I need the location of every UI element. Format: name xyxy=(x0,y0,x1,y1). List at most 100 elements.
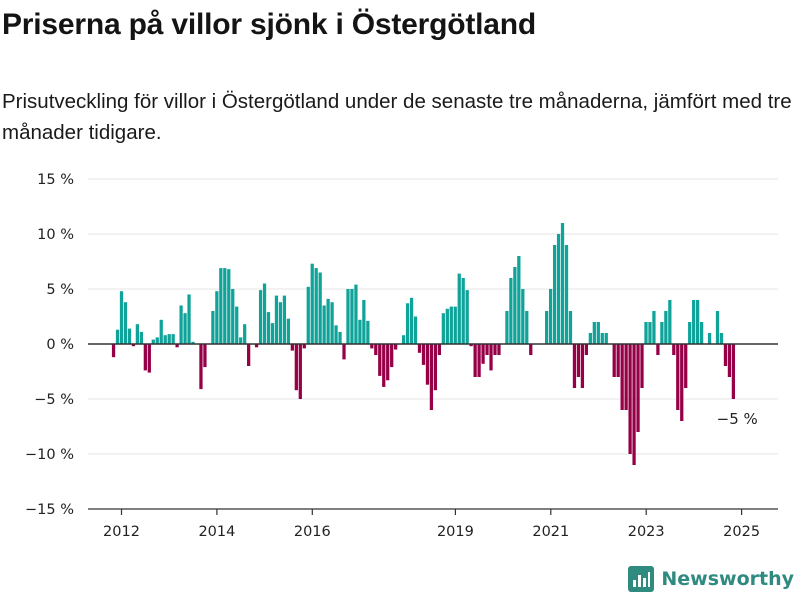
bar-positive xyxy=(560,223,565,344)
brand-name: Newsworthy xyxy=(661,568,794,590)
bar-negative xyxy=(199,344,203,390)
bar-positive xyxy=(266,312,271,344)
bar-negative xyxy=(382,344,386,387)
bar-positive xyxy=(338,331,342,344)
bar-negative xyxy=(576,344,581,377)
bar-negative xyxy=(493,344,497,355)
bar-positive xyxy=(322,305,326,344)
y-tick-label: −10 % xyxy=(25,447,74,463)
y-tick-label: 5 % xyxy=(46,282,74,298)
bar-positive xyxy=(191,341,195,344)
bar-negative xyxy=(473,344,477,377)
bar-negative xyxy=(469,344,473,347)
bar-positive xyxy=(552,245,557,344)
bar-negative xyxy=(378,344,382,376)
bar-negative xyxy=(111,344,116,358)
bar-negative xyxy=(672,344,676,355)
bar-positive xyxy=(231,289,235,344)
bar-positive xyxy=(223,268,227,344)
bar-positive xyxy=(171,334,175,344)
bar-negative xyxy=(584,344,589,355)
y-tick-label: −15 % xyxy=(25,502,74,518)
bar-positive xyxy=(262,283,267,344)
bar-positive xyxy=(135,324,140,344)
bar-negative xyxy=(294,344,298,391)
bar-positive xyxy=(163,335,167,344)
bar-positive xyxy=(183,313,187,344)
y-tick-label: 10 % xyxy=(37,227,74,243)
bar-positive xyxy=(457,273,461,344)
bar-positive xyxy=(286,318,291,344)
bar-positive xyxy=(548,289,553,344)
bar-positive xyxy=(688,322,692,344)
bar-negative xyxy=(374,344,378,355)
bar-negative xyxy=(680,344,684,421)
bar-positive xyxy=(449,306,453,344)
bar-positive xyxy=(366,320,370,344)
bar-negative xyxy=(632,344,636,465)
bar-positive xyxy=(692,300,696,344)
bar-negative xyxy=(421,344,426,365)
bar-negative xyxy=(298,344,302,399)
bar-negative xyxy=(254,344,259,348)
bar-positive xyxy=(139,331,143,344)
bar-positive xyxy=(445,308,449,344)
bar-negative xyxy=(302,344,306,349)
bar-positive xyxy=(401,335,406,344)
bar-negative xyxy=(481,344,485,364)
bar-positive xyxy=(187,294,191,344)
bar-positive xyxy=(239,337,243,344)
bar-positive xyxy=(600,333,604,344)
bar-negative xyxy=(727,344,732,377)
bar-chart: 15 % 10 % 5 % 0 % −5 % −10 % −15 % 2012 2014 2016… xyxy=(25,172,778,540)
bar-negative xyxy=(624,344,628,410)
bar-positive xyxy=(318,272,322,344)
bar-positive xyxy=(115,329,120,344)
bar-positive xyxy=(545,311,549,344)
bar-positive xyxy=(159,319,163,344)
bar-positive xyxy=(413,316,418,344)
bar-negative xyxy=(640,344,644,388)
y-tick-label: 15 % xyxy=(37,172,74,188)
bar-positive xyxy=(517,256,521,344)
bar-positive xyxy=(350,289,354,344)
bar-positive xyxy=(648,322,652,344)
bar-positive xyxy=(513,267,517,344)
bar-positive xyxy=(278,302,283,344)
bar-negative xyxy=(636,344,640,432)
x-tick-label: 2014 xyxy=(198,524,235,540)
page-subtitle: Prisutveckling för villor i Östergötland… xyxy=(2,90,792,144)
bar-negative xyxy=(429,344,434,410)
bar-negative xyxy=(437,344,441,355)
bar-negative xyxy=(342,344,346,360)
bar-negative xyxy=(684,344,688,388)
bar-positive xyxy=(119,291,124,344)
bar-positive xyxy=(334,325,338,344)
bar-negative xyxy=(616,344,620,377)
bar-positive xyxy=(346,289,350,344)
bar-positive xyxy=(505,311,509,344)
bar-negative xyxy=(386,344,390,381)
bar-positive xyxy=(179,305,183,344)
page-title: Priserna på villor sjönk i Östergötland xyxy=(2,8,537,41)
bar-positive xyxy=(123,302,128,344)
bar-positive xyxy=(715,311,720,344)
bar-positive xyxy=(274,295,279,344)
bar-positive xyxy=(719,333,724,344)
bar-negative xyxy=(175,344,179,348)
brand-logo: Newsworthy xyxy=(628,566,794,592)
bar-positive xyxy=(243,324,247,344)
bar-negative xyxy=(131,344,136,347)
bar-positive xyxy=(556,234,561,344)
bar-negative xyxy=(477,344,481,377)
bar-positive xyxy=(211,311,215,344)
bar-negative xyxy=(580,344,585,388)
bar-positive xyxy=(652,311,656,344)
bar-positive xyxy=(310,263,314,344)
bar-positive xyxy=(509,278,513,344)
bar-negative xyxy=(290,344,294,351)
bar-positive xyxy=(441,313,445,344)
bar-positive xyxy=(362,300,366,344)
x-tick-label: 2021 xyxy=(532,524,569,540)
bar-positive xyxy=(155,337,159,344)
